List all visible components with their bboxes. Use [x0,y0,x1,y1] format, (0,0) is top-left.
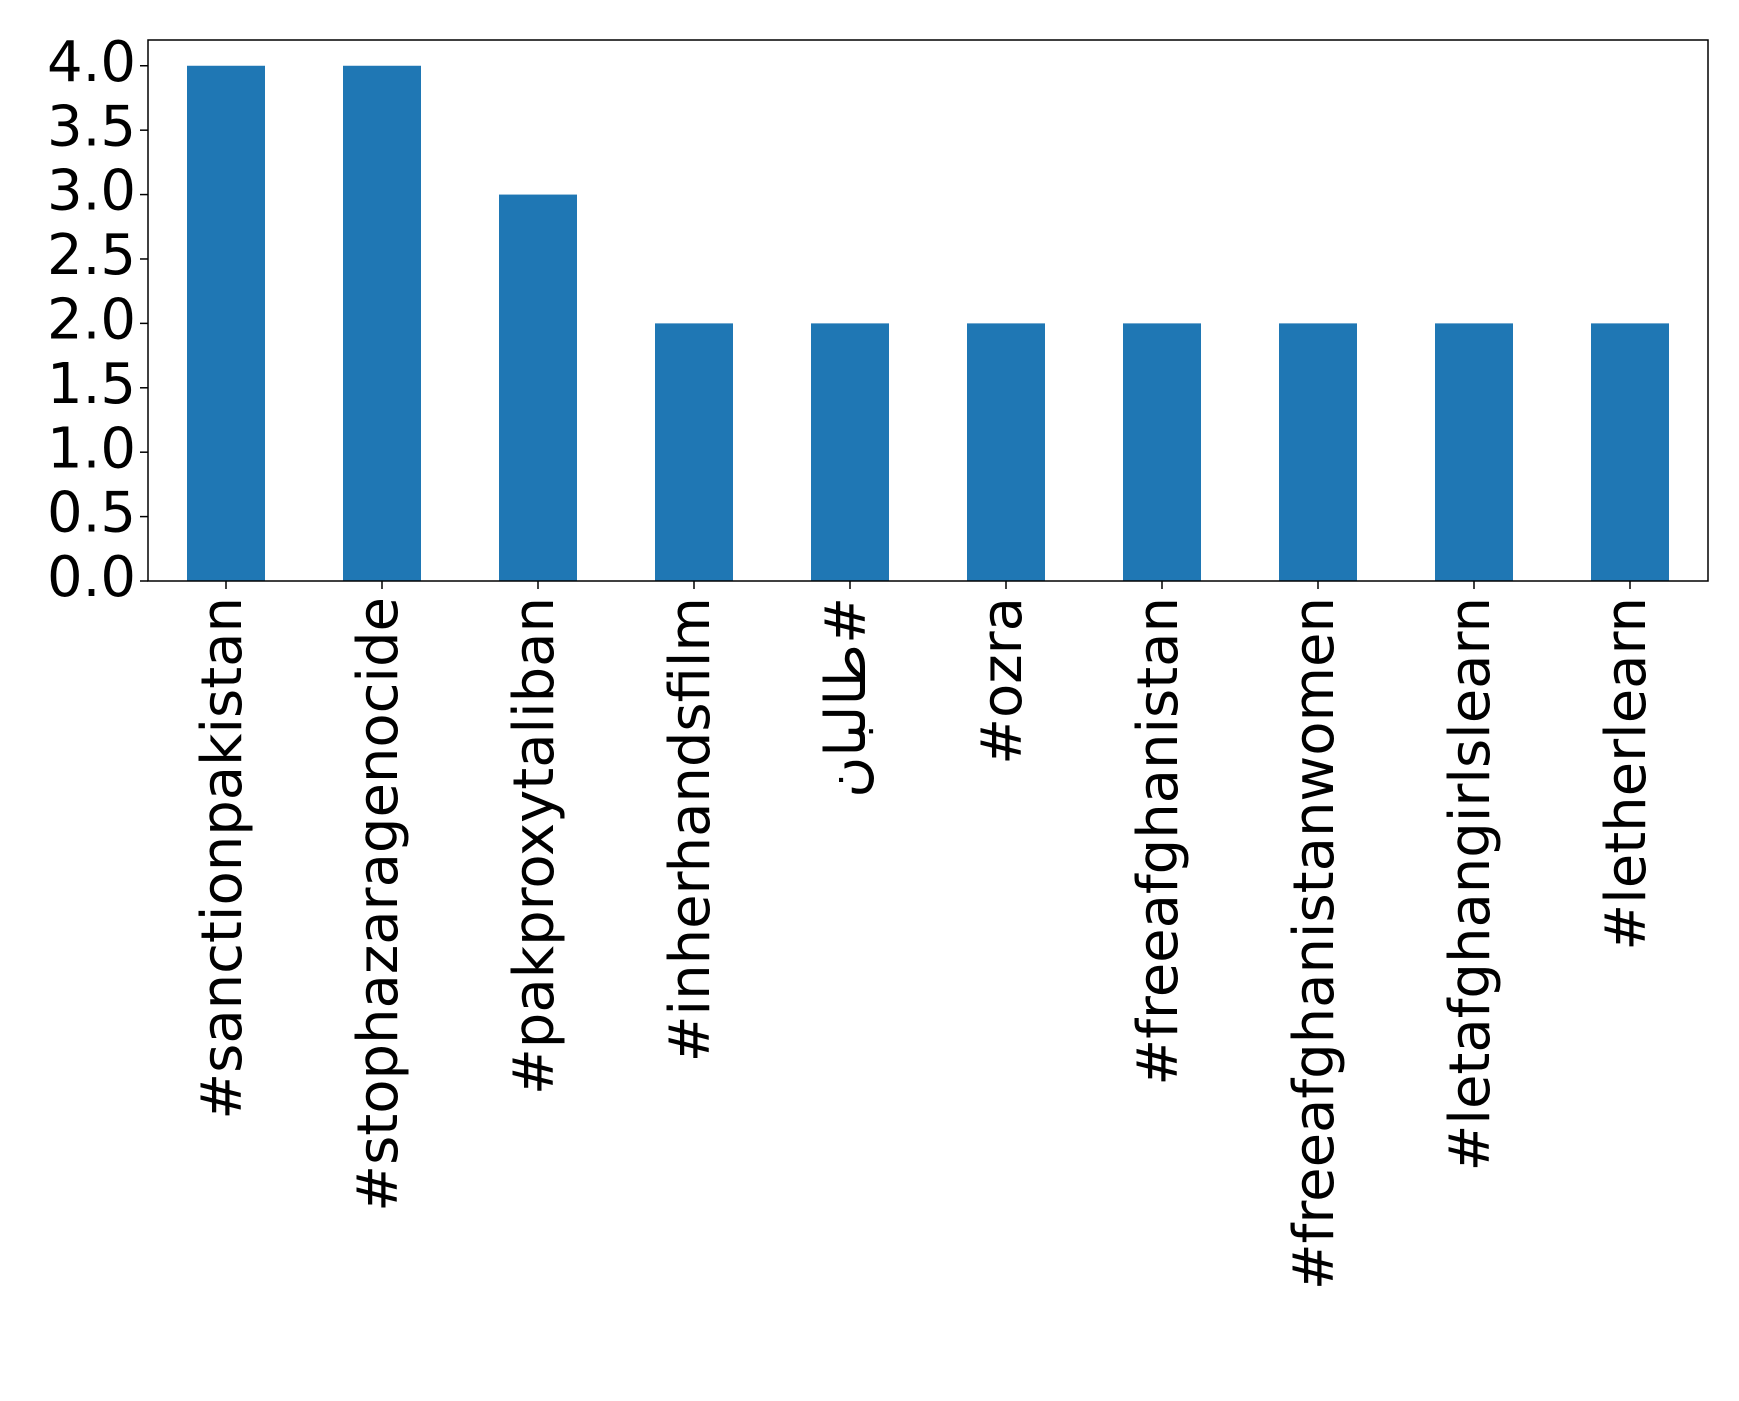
bar [1435,323,1513,581]
bar [967,323,1045,581]
x-tick-label: #letherlearn [1594,597,1659,951]
x-tick-label: #ozra [970,597,1035,765]
x-tick-label: #stophazaragenocide [346,597,411,1212]
bar [655,323,733,581]
bar [343,65,421,581]
y-tick-label: 0.5 [47,481,136,546]
bar [811,323,889,581]
bar [1123,323,1201,581]
y-tick-label: 1.5 [47,352,136,417]
y-tick-label: 1.0 [47,416,136,481]
y-tick-label: 4.0 [47,30,136,95]
y-tick-label: 2.0 [47,288,136,353]
bar [1279,323,1357,581]
y-tick-label: 2.5 [47,223,136,288]
y-tick-label: 3.0 [47,159,136,224]
x-tick-label: #inherhandsfilm [658,597,723,1062]
y-tick-label: 0.0 [47,545,136,610]
x-tick-label: #freeafghanistan [1126,597,1191,1086]
bar [187,65,265,581]
x-tick-label: #letafghangirlslearn [1438,597,1503,1172]
plot-frame [147,39,1709,582]
x-tick-label: #sanctionpakistan [190,597,255,1120]
x-tick-label: #طالبان [814,597,879,798]
x-tick-label: #pakproxytaliban [502,597,567,1095]
y-tick-label: 3.5 [47,94,136,159]
bar [1591,323,1669,581]
x-tick-label: #freeafghanistanwomen [1282,597,1347,1290]
bar [499,194,577,582]
